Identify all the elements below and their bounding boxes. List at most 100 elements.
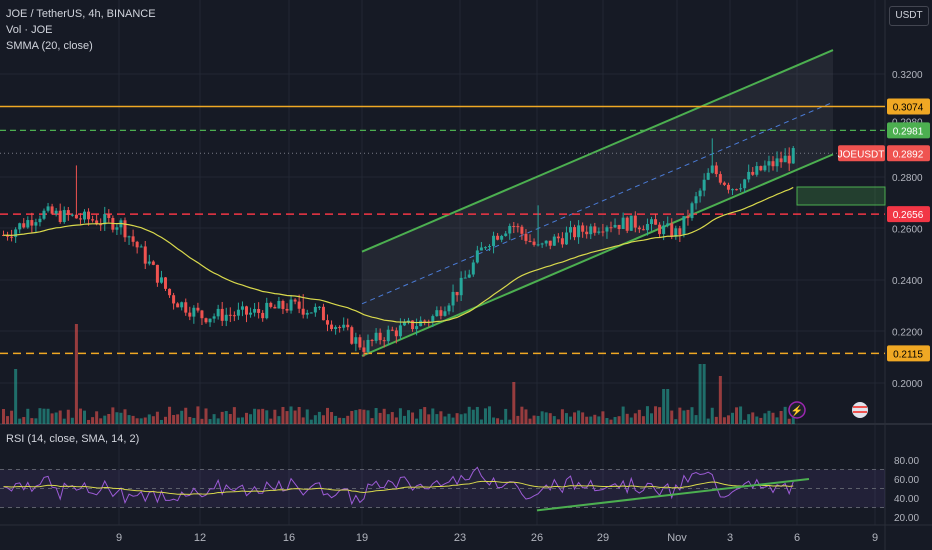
candle-body <box>779 158 783 163</box>
candle-body <box>382 340 386 342</box>
candle-body <box>346 324 350 328</box>
volume-bar <box>435 414 439 424</box>
volume-bar <box>735 407 739 424</box>
volume-legend[interactable]: Vol · JOE <box>6 24 53 36</box>
smma-legend[interactable]: SMMA (20, close) <box>6 40 93 52</box>
target-zone-box[interactable] <box>796 186 886 206</box>
channel-lower-line[interactable] <box>361 153 834 357</box>
candle-body <box>556 236 560 239</box>
candle-body <box>710 165 714 173</box>
volume-bar <box>38 408 42 424</box>
candle-body <box>633 215 637 228</box>
candle-body <box>528 240 532 242</box>
candle-body <box>317 306 321 308</box>
candle-body <box>180 302 184 308</box>
symbol-tag-box[interactable] <box>838 145 885 162</box>
candle-body <box>402 322 406 326</box>
volume-bar <box>690 407 694 424</box>
price-label-box[interactable] <box>887 345 930 362</box>
volume-bar <box>504 408 508 424</box>
time-axis-tick: 19 <box>356 532 368 544</box>
candle-body <box>471 262 475 275</box>
candle-body <box>743 179 747 189</box>
time-axis-tick: 16 <box>283 532 295 544</box>
candle-body <box>91 219 95 221</box>
candle-body <box>131 236 135 242</box>
candle-body <box>269 302 273 307</box>
volume-bar <box>556 419 560 424</box>
candle-body <box>435 310 439 317</box>
candle-body <box>164 277 167 289</box>
candle-body <box>103 214 107 225</box>
candle-body <box>354 337 358 344</box>
symbol-legend[interactable]: JOE / TetherUS, 4h, BINANCE <box>6 8 156 20</box>
candle-body <box>682 216 686 235</box>
volume-bar <box>678 407 682 424</box>
volume-bar <box>172 415 176 424</box>
price-label-box[interactable] <box>887 98 930 115</box>
candle-body <box>467 274 471 278</box>
candle-body <box>637 227 641 230</box>
price-label-text: 0.2981 <box>893 126 924 137</box>
volume-bar <box>451 417 455 424</box>
candle-body <box>155 264 159 283</box>
price-label-text: 0.2115 <box>893 349 923 360</box>
candle-body <box>686 216 690 219</box>
volume-bar <box>633 413 637 424</box>
candle-body <box>439 310 443 316</box>
volume-bar <box>658 407 662 424</box>
volume-bar <box>200 418 204 424</box>
candle-body <box>641 229 645 231</box>
rsi-legend[interactable]: RSI (14, close, SMA, 14, 2) <box>6 433 140 445</box>
rsi-line[interactable] <box>3 466 794 506</box>
rsi-axis-tick: 60.00 <box>894 475 919 486</box>
volume-bar <box>6 416 10 424</box>
rsi-sma-line[interactable] <box>3 480 794 495</box>
candle-body <box>763 165 767 171</box>
candle-body <box>188 312 192 317</box>
candle-body <box>536 244 540 246</box>
candle-body <box>496 235 500 240</box>
price-label-box[interactable] <box>887 206 930 223</box>
candle-body <box>593 226 597 233</box>
volume-bar <box>115 412 119 424</box>
candle-body <box>281 300 285 309</box>
candle-body <box>293 299 297 302</box>
volume-bar <box>212 414 216 424</box>
currency-button[interactable]: USDT <box>889 6 929 26</box>
volume-bar <box>601 411 605 424</box>
price-label-box[interactable] <box>887 122 930 139</box>
volume-bar <box>176 414 180 424</box>
volume-bar <box>609 419 613 424</box>
price-label-box[interactable] <box>887 145 930 162</box>
candle-body <box>42 210 46 219</box>
volume-bar <box>666 389 670 424</box>
candle-body <box>650 219 653 225</box>
candle-body <box>524 233 528 241</box>
us-flag-event-icon[interactable] <box>852 402 868 418</box>
candle-body <box>759 166 763 171</box>
volume-bar <box>358 409 362 424</box>
candle-body <box>589 226 593 235</box>
candle-body <box>249 312 253 315</box>
channel-upper-line[interactable] <box>361 49 834 253</box>
volume-bar <box>338 417 342 424</box>
volume-bar <box>706 418 710 424</box>
volume-bar <box>107 413 111 424</box>
candle-body <box>176 303 180 308</box>
volume-bar <box>224 411 228 424</box>
volume-bar <box>301 417 305 424</box>
candle-body <box>609 227 613 229</box>
volume-bar <box>204 408 208 424</box>
volume-bar <box>42 408 46 424</box>
volume-bar <box>589 416 593 424</box>
volume-bar <box>245 412 248 424</box>
volume-bar <box>544 412 548 424</box>
rsi-trendline[interactable] <box>536 478 810 512</box>
volume-bar <box>779 410 783 424</box>
lightning-event-icon[interactable] <box>788 401 806 419</box>
volume-bar <box>508 419 512 424</box>
smma-line[interactable] <box>3 186 794 324</box>
